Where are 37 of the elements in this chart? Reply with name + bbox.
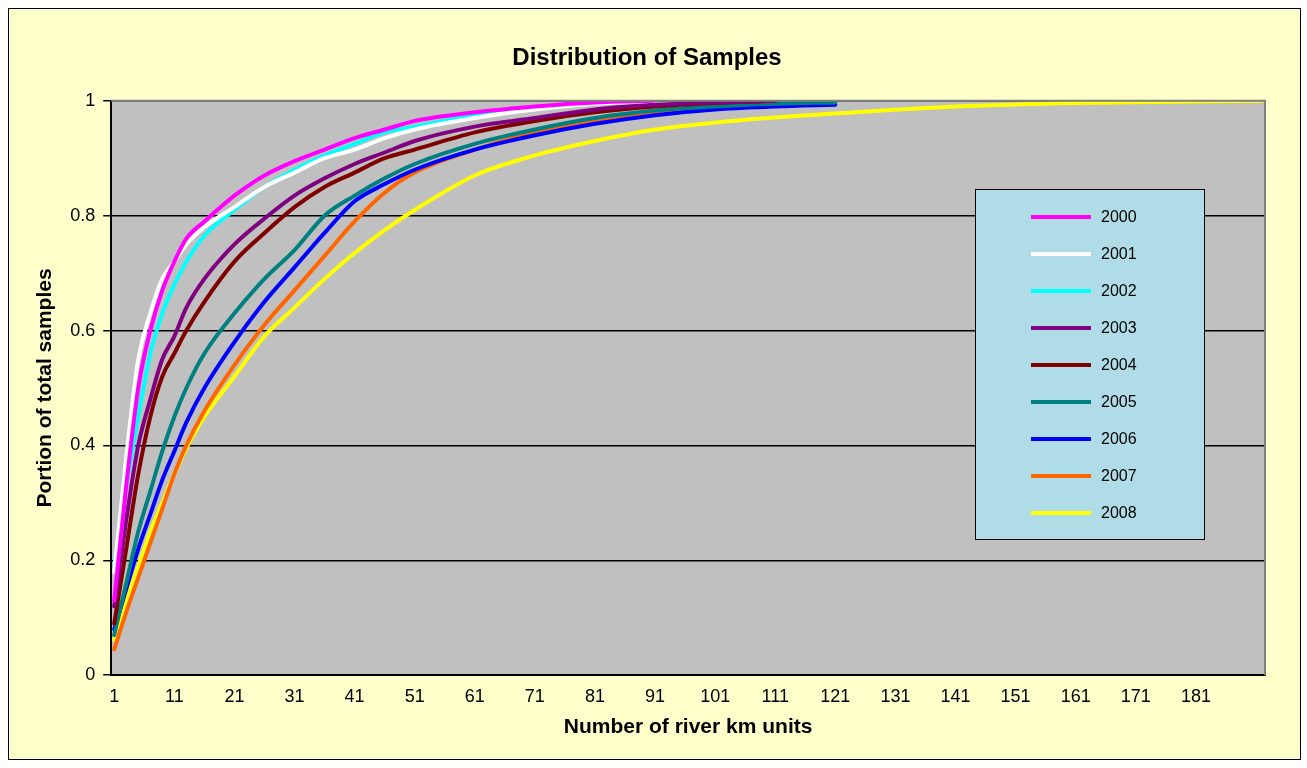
- x-tick-label: 141: [940, 685, 971, 706]
- x-tick-label: 81: [584, 685, 605, 706]
- legend-label: 2005: [1101, 392, 1137, 411]
- x-tick-label: 21: [224, 685, 245, 706]
- x-tick-label: 171: [1120, 685, 1151, 706]
- x-axis-title: Number of river km units: [563, 714, 813, 738]
- y-tick-label: 0.4: [70, 434, 96, 455]
- y-tick-label: 0.6: [70, 319, 96, 340]
- x-tick-label: 101: [700, 685, 731, 706]
- x-tick-label: 11: [164, 685, 184, 706]
- x-tick-label: 151: [1000, 685, 1031, 706]
- x-tick-label: 1: [109, 685, 120, 706]
- x-tick-label: 121: [820, 685, 851, 706]
- legend-label: 2004: [1101, 355, 1137, 374]
- legend-label: 2001: [1101, 244, 1137, 263]
- legend-label: 2007: [1101, 466, 1137, 485]
- legend-label: 2008: [1101, 503, 1137, 522]
- x-tick-label: 71: [524, 685, 545, 706]
- x-tick-label: 51: [404, 685, 425, 706]
- chart-title: Distribution of Samples: [512, 43, 782, 71]
- y-tick-label: 0.8: [70, 204, 96, 225]
- x-tick-label: 131: [880, 685, 911, 706]
- x-tick-label: 161: [1060, 685, 1091, 706]
- legend-label: 2006: [1101, 429, 1137, 448]
- legend-label: 2003: [1101, 318, 1137, 337]
- y-tick-label: 0.2: [70, 549, 96, 570]
- y-axis-title: Portion of total samples: [32, 268, 56, 508]
- x-tick-label: 91: [645, 685, 666, 706]
- x-tick-label: 41: [344, 685, 365, 706]
- legend-label: 2002: [1101, 281, 1137, 300]
- x-tick-label: 61: [464, 685, 485, 706]
- x-tick-label: 111: [761, 685, 789, 706]
- x-tick-label: 181: [1180, 685, 1211, 706]
- legend-label: 2000: [1101, 207, 1137, 226]
- y-tick-label: 1: [85, 89, 96, 110]
- y-tick-label: 0: [85, 664, 96, 685]
- x-tick-label: 31: [284, 685, 305, 706]
